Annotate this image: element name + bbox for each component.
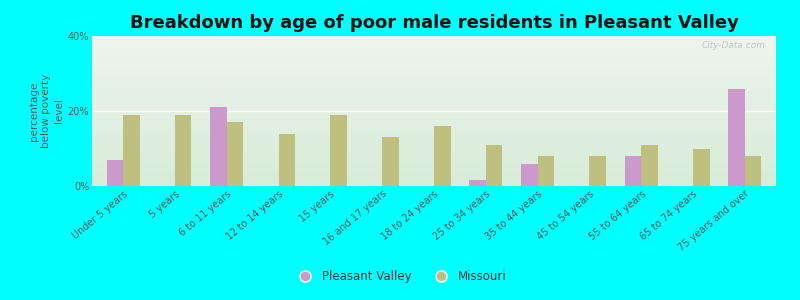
- Bar: [382, 137, 398, 186]
- Bar: [625, 156, 642, 186]
- Bar: [538, 156, 554, 186]
- Title: Breakdown by age of poor male residents in Pleasant Valley: Breakdown by age of poor male residents …: [130, 14, 738, 32]
- Y-axis label: percentage
below poverty
level: percentage below poverty level: [29, 74, 63, 148]
- Bar: [210, 107, 226, 186]
- Text: City-Data.com: City-Data.com: [702, 40, 766, 50]
- Bar: [434, 126, 450, 186]
- Bar: [106, 160, 123, 186]
- Legend: Pleasant Valley, Missouri: Pleasant Valley, Missouri: [289, 266, 511, 288]
- Bar: [175, 115, 191, 186]
- Bar: [123, 115, 140, 186]
- Bar: [470, 180, 486, 186]
- Bar: [642, 145, 658, 186]
- Bar: [590, 156, 606, 186]
- Bar: [728, 88, 745, 186]
- Bar: [486, 145, 502, 186]
- Bar: [745, 156, 762, 186]
- Bar: [693, 148, 710, 186]
- Bar: [226, 122, 243, 186]
- Bar: [278, 134, 295, 186]
- Bar: [330, 115, 347, 186]
- Bar: [521, 164, 538, 186]
